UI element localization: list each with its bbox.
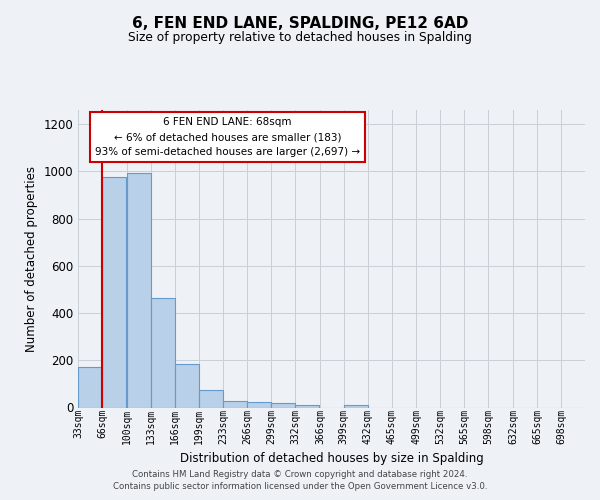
Y-axis label: Number of detached properties: Number of detached properties (25, 166, 38, 352)
Text: Size of property relative to detached houses in Spalding: Size of property relative to detached ho… (128, 31, 472, 44)
Bar (295, 404, 319, 407)
Bar (199, 390, 223, 407)
Bar (175, 364, 199, 408)
Bar (78, 368, 102, 408)
Bar (151, 298, 175, 408)
Bar (271, 403, 295, 407)
Text: Contains HM Land Registry data © Crown copyright and database right 2024.: Contains HM Land Registry data © Crown c… (132, 470, 468, 479)
Bar (247, 402, 271, 407)
Bar (127, 172, 151, 408)
Text: Contains public sector information licensed under the Open Government Licence v3: Contains public sector information licen… (113, 482, 487, 491)
Text: 6 FEN END LANE: 68sqm
← 6% of detached houses are smaller (183)
93% of semi-deta: 6 FEN END LANE: 68sqm ← 6% of detached h… (95, 118, 360, 157)
Bar (344, 404, 368, 407)
X-axis label: Distribution of detached houses by size in Spalding: Distribution of detached houses by size … (179, 452, 484, 466)
Bar (102, 178, 126, 408)
Text: 6, FEN END LANE, SPALDING, PE12 6AD: 6, FEN END LANE, SPALDING, PE12 6AD (132, 16, 468, 31)
Bar (223, 401, 247, 407)
